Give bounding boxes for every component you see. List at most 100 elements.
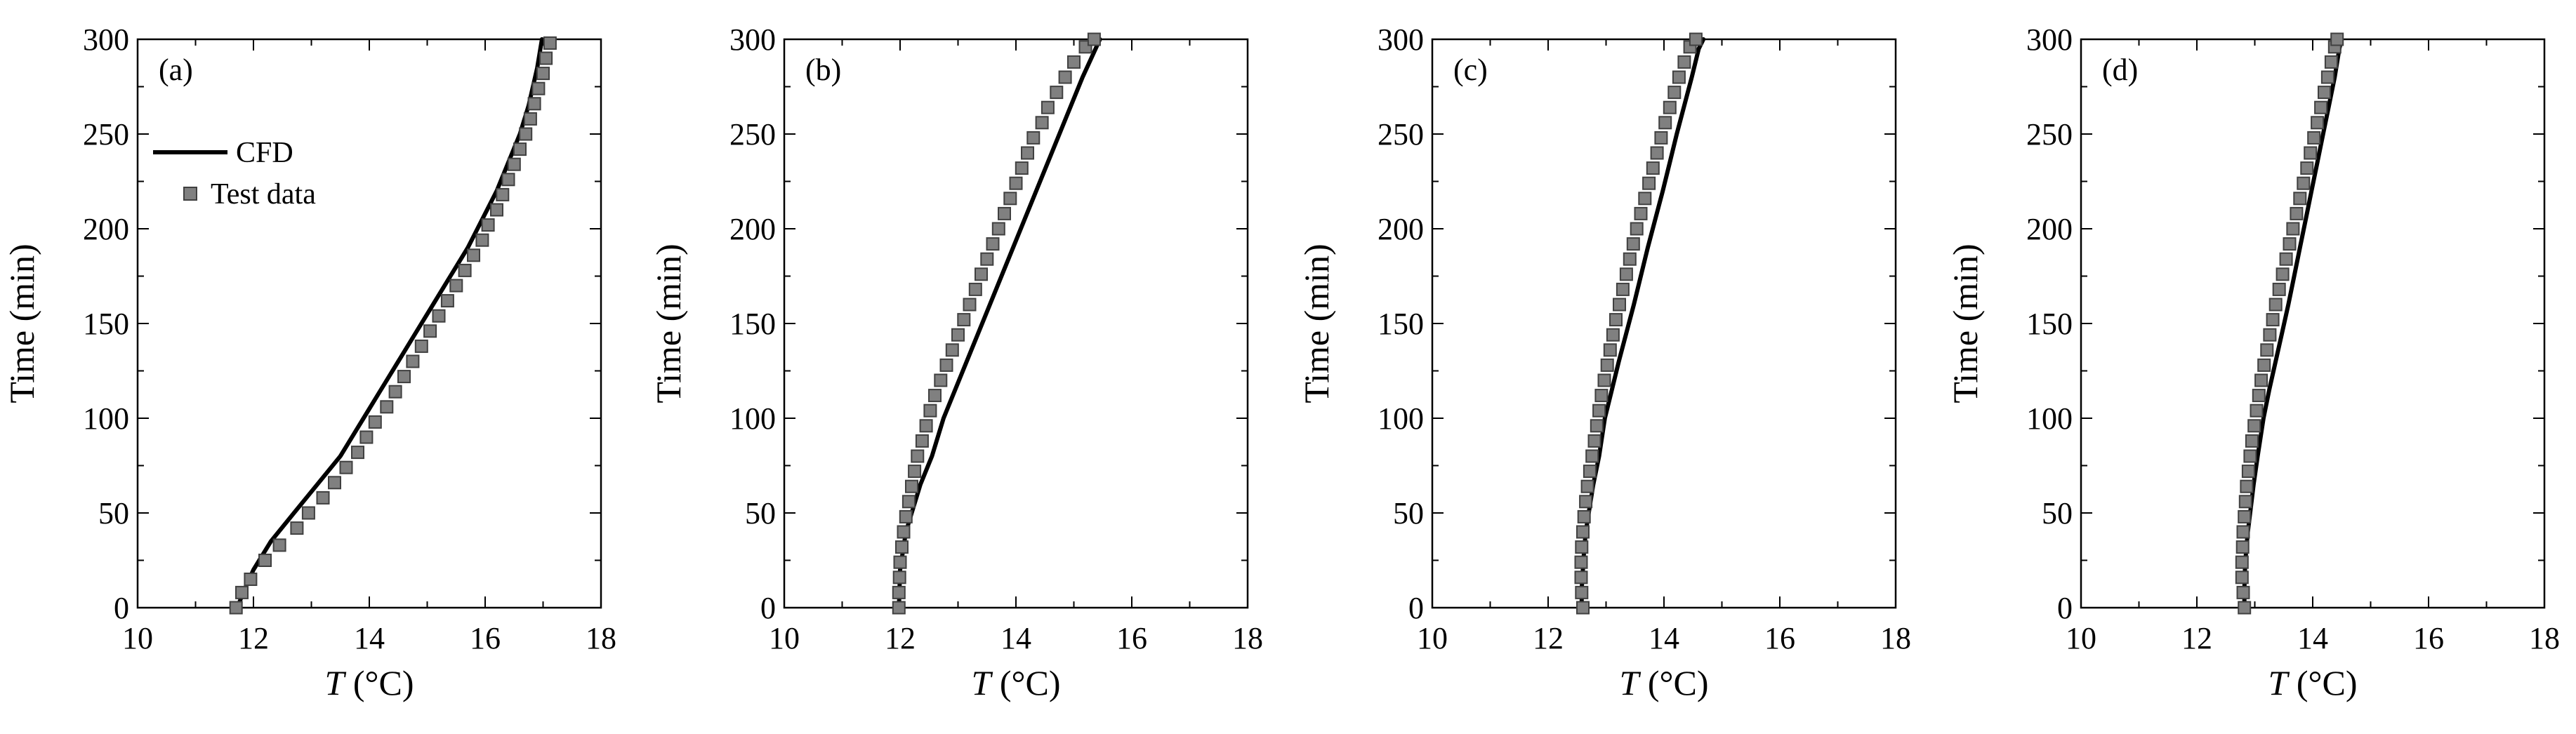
data-point-test — [923, 403, 937, 418]
x-tick-label: 18 — [1880, 621, 1911, 655]
y-axis-title: Time (min) — [1297, 243, 1336, 403]
data-point-test — [531, 81, 546, 95]
x-tick-label: 16 — [470, 621, 501, 655]
data-point-test — [1058, 70, 1072, 84]
y-tick-label: 0 — [1408, 591, 1424, 625]
y-axis-title: Time (min) — [1946, 243, 1985, 403]
data-point-test — [2324, 55, 2338, 69]
x-tick-label: 10 — [1417, 621, 1448, 655]
data-point-test — [1606, 328, 1620, 342]
data-point-test — [1616, 282, 1630, 296]
data-point-test — [2252, 389, 2266, 403]
data-point-test — [939, 358, 953, 372]
x-tick-label: 16 — [1764, 621, 1795, 655]
data-point-test — [1689, 32, 1703, 46]
data-point-test — [490, 203, 503, 217]
data-point-test — [301, 506, 315, 520]
data-point-test — [440, 294, 454, 308]
data-point-test — [899, 509, 913, 523]
data-point-test — [1630, 222, 1644, 236]
data-point-test — [1575, 540, 1589, 554]
data-point-test — [901, 495, 916, 509]
data-point-test — [892, 601, 906, 615]
data-point-test — [229, 601, 243, 615]
series-line-cfd — [2242, 37, 2344, 610]
legend: CFD Test data — [153, 137, 316, 211]
y-tick-label: 150 — [729, 307, 776, 341]
plot-frame — [783, 38, 1249, 609]
x-axis-title: T (°C) — [1620, 663, 1709, 702]
data-point-test — [272, 538, 286, 552]
y-tick-label: 50 — [98, 496, 129, 531]
x-tick-label: 10 — [769, 621, 800, 655]
data-point-test — [2250, 403, 2264, 418]
data-point-test — [1041, 100, 1055, 114]
data-point-test — [1658, 116, 1672, 130]
data-point-test — [2238, 509, 2252, 523]
data-point-test — [1646, 161, 1660, 175]
data-point-test — [998, 206, 1011, 220]
data-point-test — [1035, 116, 1049, 130]
chart-panel-c: 10 12 14 16 18 0 50 100 150 200 250 300 T (°C) Time (… — [1297, 22, 1911, 702]
y-tick-label: 150 — [83, 307, 129, 341]
data-point-test — [2254, 373, 2268, 387]
chart-panel-d: 10 12 14 16 18 0 50 100 150 200 250 300 T (°C) Time (… — [1946, 22, 2560, 702]
data-point-test — [519, 127, 533, 141]
data-point-test — [968, 282, 982, 296]
y-tick-label: 0 — [760, 591, 776, 625]
data-point-test — [1580, 479, 1594, 493]
data-point-test — [980, 252, 994, 266]
data-point-test — [467, 248, 480, 262]
data-point-test — [290, 521, 304, 535]
y-tick-label: 100 — [729, 401, 776, 436]
data-point-test — [928, 389, 942, 403]
data-point-test — [2318, 86, 2331, 100]
data-point-test — [1650, 146, 1664, 160]
data-point-test — [1576, 601, 1590, 615]
x-tick-label: 14 — [2297, 621, 2328, 655]
data-point-test — [2268, 298, 2283, 312]
data-point-test — [1577, 509, 1591, 523]
data-point-test — [359, 430, 374, 444]
data-point-test — [1087, 32, 1101, 46]
data-point-test — [2235, 540, 2250, 554]
y-tick-label: 50 — [745, 496, 776, 531]
data-point-test — [892, 570, 906, 585]
data-point-test — [481, 218, 495, 232]
y-tick-label: 100 — [2026, 401, 2073, 436]
panel-label: (b) — [805, 53, 841, 87]
legend-label-cfd: CFD — [236, 137, 293, 169]
series-line-cfd — [897, 37, 1102, 610]
data-point-test — [892, 585, 906, 599]
data-point-test — [919, 419, 933, 433]
data-point-test — [1067, 55, 1081, 69]
data-point-test — [368, 415, 382, 429]
panel-label: (c) — [1453, 53, 1488, 87]
data-point-test — [1642, 176, 1656, 190]
data-point-test — [1609, 313, 1623, 327]
data-point-test — [2272, 282, 2286, 296]
data-point-test — [539, 51, 553, 65]
y-tick-label: 150 — [2026, 307, 2073, 341]
data-point-test — [991, 222, 1005, 236]
x-tick-label: 10 — [2066, 621, 2096, 655]
data-point-test — [2311, 116, 2325, 130]
data-point-test — [523, 112, 537, 126]
data-point-test — [1579, 495, 1593, 509]
data-point-test — [986, 237, 1000, 251]
data-point-test — [908, 465, 922, 479]
data-point-test — [893, 555, 907, 569]
data-point-test — [339, 460, 353, 474]
data-point-test — [1654, 131, 1668, 145]
data-point-test — [2283, 237, 2297, 251]
data-point-test — [2236, 585, 2250, 599]
y-tick-label: 250 — [83, 117, 129, 152]
data-point-test — [527, 97, 541, 111]
x-tick-label: 16 — [1116, 621, 1147, 655]
data-point-test — [1026, 131, 1041, 145]
data-point-test — [1672, 70, 1686, 84]
data-point-test — [1594, 389, 1609, 403]
data-point-test — [388, 385, 402, 399]
data-point-test — [2245, 434, 2259, 448]
data-point-test — [2293, 192, 2307, 206]
